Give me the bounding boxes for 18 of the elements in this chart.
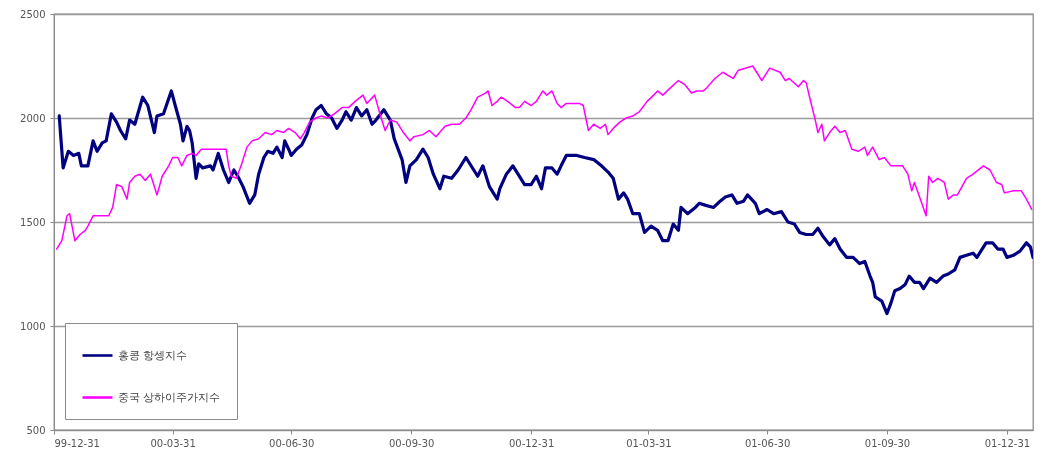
line-series (57, 89, 1033, 316)
y-tick-label: 2500 (20, 8, 46, 20)
x-tick-label: 01-03-31 (626, 437, 672, 449)
x-tick-label: 01-09-30 (864, 437, 911, 449)
x-tick-label: 00-06-30 (269, 437, 315, 449)
line-series (55, 65, 1033, 250)
y-tick-label: 1500 (20, 216, 46, 228)
x-tick-label: 00-03-31 (150, 437, 196, 449)
legend-label: 중국 상하이주가지수 (118, 390, 221, 404)
y-tick-label: 1000 (20, 320, 46, 332)
legend-label: 홍콩 항셍지수 (118, 348, 188, 362)
x-tick-label: 99-12-31 (54, 437, 100, 449)
x-tick-label: 01-06-30 (744, 437, 791, 449)
x-tick-label: 00-09-30 (388, 437, 435, 449)
y-tick-label: 2000 (20, 112, 46, 124)
x-tick-label: 00-12-31 (508, 437, 555, 449)
y-tick-label: 500 (26, 424, 46, 436)
x-tick-label: 01-12-31 (984, 437, 1031, 449)
